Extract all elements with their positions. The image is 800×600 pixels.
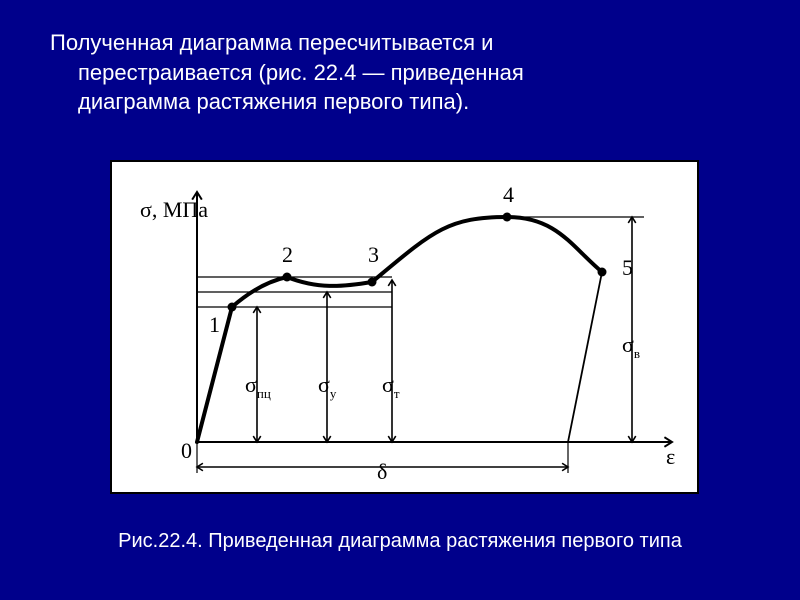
stress-strain-diagram: 12345σпцσуσтσвδσ, МПаε0 bbox=[112, 162, 697, 492]
desc-line-3: диаграмма растяжения первого типа). bbox=[50, 87, 740, 117]
svg-text:σт: σт bbox=[382, 372, 400, 401]
svg-text:σу: σу bbox=[318, 372, 337, 401]
svg-text:σв: σв bbox=[622, 332, 640, 361]
svg-text:σ, МПа: σ, МПа bbox=[140, 197, 208, 222]
svg-text:ε: ε bbox=[666, 444, 675, 469]
svg-text:0: 0 bbox=[181, 438, 192, 463]
svg-text:1: 1 bbox=[209, 312, 220, 337]
description-block: Полученная диаграмма пересчитывается и п… bbox=[50, 28, 740, 117]
svg-text:σпц: σпц bbox=[245, 372, 271, 401]
desc-line-1: Полученная диаграмма пересчитывается и bbox=[50, 30, 493, 55]
figure-caption: Рис.22.4. Приведенная диаграмма растяжен… bbox=[0, 530, 800, 553]
figure-panel: 12345σпцσуσтσвδσ, МПаε0 bbox=[110, 160, 699, 494]
svg-text:4: 4 bbox=[503, 182, 514, 207]
svg-text:3: 3 bbox=[368, 242, 379, 267]
svg-text:δ: δ bbox=[377, 459, 387, 484]
slide-root: Полученная диаграмма пересчитывается и п… bbox=[0, 0, 800, 600]
svg-text:2: 2 bbox=[282, 242, 293, 267]
desc-line-2: перестраивается (рис. 22.4 — приведенная bbox=[50, 58, 740, 88]
